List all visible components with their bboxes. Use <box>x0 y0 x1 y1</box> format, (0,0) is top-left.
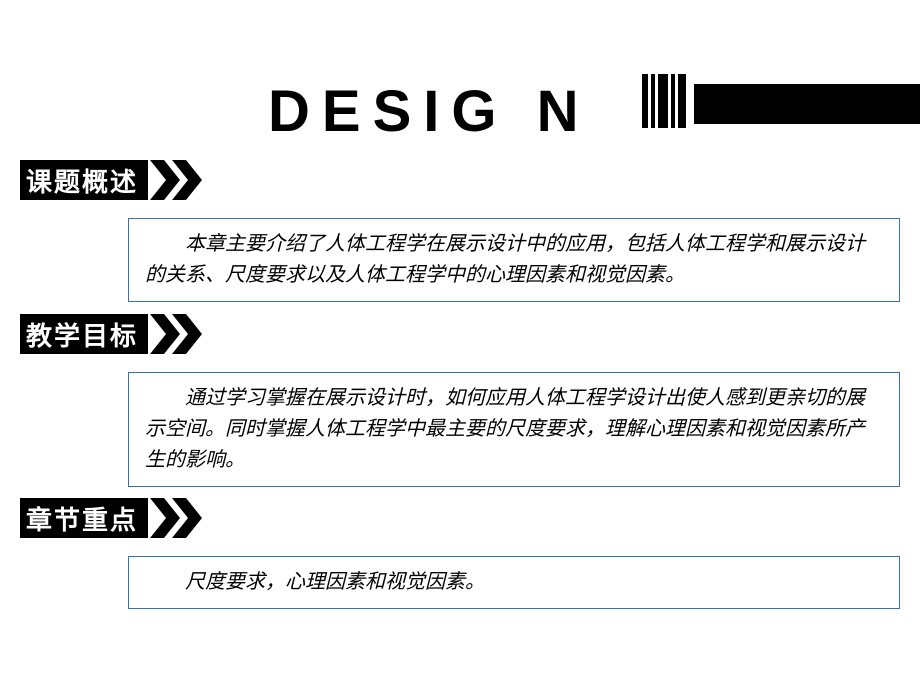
header-bar <box>694 84 920 124</box>
label-part-2: 概述 <box>82 162 138 199</box>
label-part-1: 课题 <box>26 162 82 199</box>
section-keypoints: 章节重点 尺度要求，心理因素和视觉因素。 <box>20 498 900 609</box>
chevron-icon <box>150 160 220 200</box>
section-label-wrap: 课题概述 <box>20 160 900 200</box>
label-part-1: 教学 <box>26 316 82 353</box>
section-overview: 课题概述 本章主要介绍了人体工程学在展示设计中的应用，包括人体工程学和展示设计的… <box>20 160 900 302</box>
section-label: 教学目标 <box>20 314 148 354</box>
chevron-icon <box>150 314 220 354</box>
section-label-wrap: 章节重点 <box>20 498 900 538</box>
section-label: 课题概述 <box>20 160 148 200</box>
label-part-2: 重点 <box>82 500 138 537</box>
label-part-1: 章节 <box>26 500 82 537</box>
content-box: 本章主要介绍了人体工程学在展示设计中的应用，包括人体工程学和展示设计的关系、尺度… <box>128 218 900 302</box>
content-box: 尺度要求，心理因素和视觉因素。 <box>128 556 900 609</box>
label-part-2: 目标 <box>82 316 138 353</box>
section-label: 章节重点 <box>20 498 148 538</box>
header-title: DESIG N <box>268 78 591 145</box>
content-box: 通过学习掌握在展示设计时，如何应用人体工程学设计出使人感到更亲切的展示空间。同时… <box>128 372 900 487</box>
chevron-icon <box>150 498 220 538</box>
barcode-icon <box>642 74 686 128</box>
section-goal: 教学目标 通过学习掌握在展示设计时，如何应用人体工程学设计出使人感到更亲切的展示… <box>20 314 900 487</box>
section-label-wrap: 教学目标 <box>20 314 900 354</box>
